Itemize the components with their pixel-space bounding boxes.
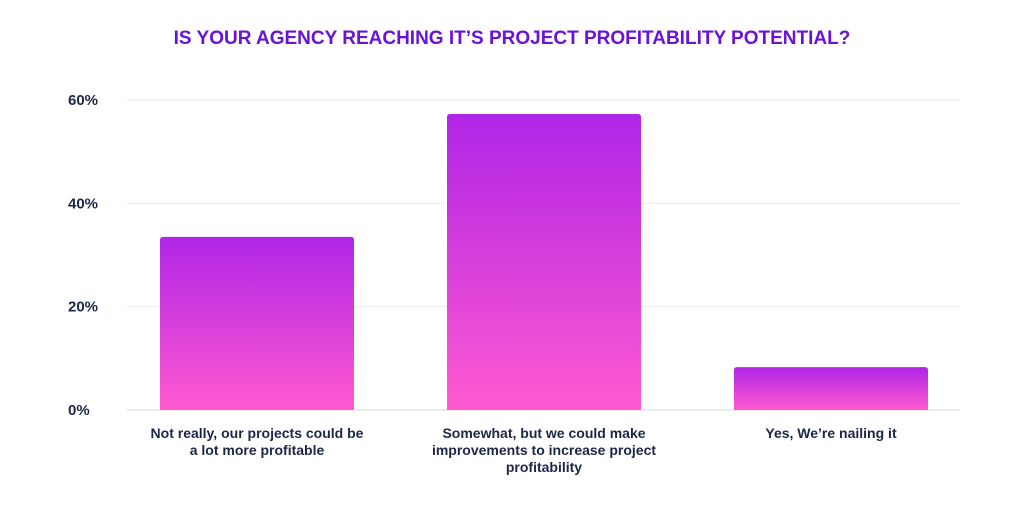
y-tick-label: 20% [68,299,98,316]
y-tick-label: 60% [68,92,98,109]
bar [160,236,354,410]
x-tick-label: Not really, our projects could be a lot … [150,425,364,458]
x-tick-label: Somewhat, but we could make improvements… [431,425,657,475]
bar [447,113,641,410]
bar [734,367,928,410]
x-tick-label: Yes, We’re nailing it [765,425,897,441]
chart-title: IS YOUR AGENCY REACHING IT’S PROJECT PRO… [173,28,851,49]
y-tick-label: 0% [68,402,90,419]
y-tick-label: 40% [68,195,98,212]
